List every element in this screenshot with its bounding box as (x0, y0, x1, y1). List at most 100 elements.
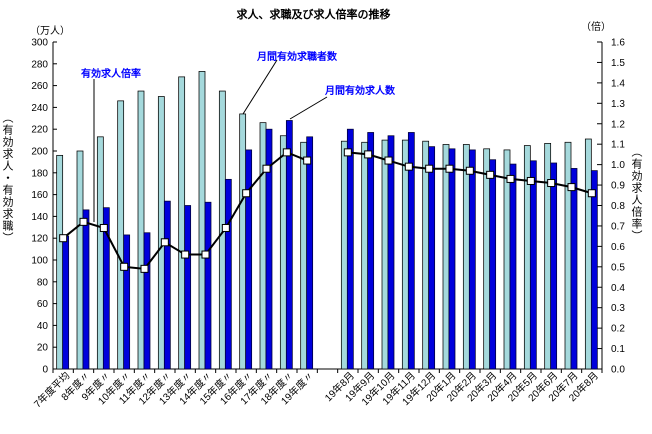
left-axis-tick-label: 180 (31, 168, 48, 179)
ratio-marker (343, 148, 352, 157)
left-axis-tick-label: 100 (31, 256, 48, 267)
openings-bar (550, 162, 558, 370)
seekers-bar (137, 90, 145, 370)
right-axis-tick-label: 0.8 (611, 201, 625, 212)
openings-bar (306, 136, 314, 370)
openings-annotation-label: 月間有効求人数 (325, 86, 395, 97)
ratio-marker (99, 223, 108, 232)
right-axis-tick-label: 1.6 (611, 38, 625, 49)
openings-bar (123, 234, 131, 370)
openings-leader-line (289, 96, 328, 120)
right-axis-tick-label: 1.3 (611, 99, 625, 110)
openings-bar (184, 205, 192, 370)
left-axis-tick-label: 280 (31, 59, 48, 70)
ratio-marker (567, 183, 576, 192)
ratio-marker (303, 156, 312, 165)
seekers-bar (361, 141, 369, 370)
openings-bar (224, 178, 232, 370)
seekers-bar (157, 96, 165, 370)
openings-bar (570, 168, 578, 370)
seekers-bar (76, 150, 84, 370)
right-axis-tick-label: 1.5 (611, 58, 625, 69)
right-axis-tick-label: 0.3 (611, 303, 625, 314)
openings-bar (285, 120, 293, 370)
seekers-bar (401, 139, 409, 370)
ratio-marker (59, 234, 68, 243)
seekers-bar (300, 141, 308, 370)
right-axis-tick-label: 0.5 (611, 262, 625, 273)
left-axis-tick-label: 140 (31, 212, 48, 223)
openings-bar (468, 149, 476, 370)
right-axis-tick-label: 1.0 (611, 160, 625, 171)
openings-bar (265, 128, 273, 370)
seekers-bar (56, 154, 64, 370)
ratio-annotation-label: 有効求人倍率 (81, 69, 141, 80)
seekers-bar (584, 138, 592, 370)
left-axis-tick-label: 60 (37, 299, 49, 310)
ratio-marker (242, 189, 251, 198)
ratio-marker (160, 238, 169, 247)
openings-bar (367, 132, 375, 370)
seekers-bar (544, 142, 552, 370)
seekers-bar (462, 144, 470, 370)
left-axis-tick-label: 0 (42, 365, 48, 376)
left-axis-tick-label: 40 (37, 321, 49, 332)
openings-bar (509, 163, 517, 370)
seekers-bar (381, 139, 389, 370)
ratio-marker (221, 223, 230, 232)
seekers-bar (564, 141, 572, 370)
seekers-annotation-label: 月間有効求職者数 (257, 52, 337, 63)
right-axis-tick-label: 0.4 (611, 283, 625, 294)
ratio-marker (465, 166, 474, 175)
openings-bar (387, 135, 395, 370)
openings-bar (428, 146, 436, 370)
seekers-bar (483, 148, 491, 370)
seekers-bar (279, 135, 287, 370)
openings-bar (163, 200, 171, 370)
seekers-bar (442, 144, 450, 370)
seekers-bar (340, 140, 348, 370)
openings-bar (529, 160, 537, 370)
ratio-marker (201, 250, 210, 259)
openings-bar (590, 170, 598, 370)
ratio-marker (79, 217, 88, 226)
right-axis-tick-label: 1.4 (611, 78, 625, 89)
right-axis-tick-label: 1.2 (611, 119, 625, 130)
right-axis-tick-label: 1.1 (611, 140, 625, 151)
ratio-marker (547, 179, 556, 188)
right-axis-tick-label: 0.1 (611, 344, 625, 355)
seekers-bar (96, 136, 104, 370)
left-axis-tick-label: 260 (31, 81, 48, 92)
left-axis-tick-label: 300 (31, 38, 48, 49)
left-axis-tick-label: 240 (31, 103, 48, 114)
right-axis-title: （有効求人倍率） (630, 146, 642, 242)
right-axis-unit: （倍） (581, 22, 611, 33)
ratio-marker (425, 164, 434, 173)
chart-title: 求人、求職及び求人倍率の推移 (236, 9, 391, 21)
openings-bar (489, 159, 497, 370)
openings-bar (245, 149, 253, 370)
left-axis-title: （有効求人・有効求職） (1, 112, 13, 244)
seekers-bar (178, 76, 186, 370)
ratio-marker (262, 164, 271, 173)
right-axis-tick-label: 0.9 (611, 181, 625, 192)
seekers-bar (259, 122, 267, 370)
left-axis-tick-label: 20 (37, 343, 49, 354)
ratio-marker (587, 189, 596, 198)
ratio-marker (282, 148, 291, 157)
right-axis-tick-label: 0.2 (611, 324, 625, 335)
ratio-marker (140, 264, 149, 273)
left-axis-tick-label: 220 (31, 125, 48, 136)
seekers-leader-line (242, 59, 278, 115)
openings-bar (407, 132, 415, 370)
left-axis-tick-label: 80 (37, 277, 49, 288)
ratio-marker (364, 150, 373, 159)
ratio-marker (181, 250, 190, 259)
ratio-marker (445, 164, 454, 173)
openings-bar (102, 207, 110, 370)
openings-bar (346, 128, 354, 370)
seekers-bar (117, 100, 125, 370)
right-axis-tick-label: 0.0 (611, 365, 625, 376)
